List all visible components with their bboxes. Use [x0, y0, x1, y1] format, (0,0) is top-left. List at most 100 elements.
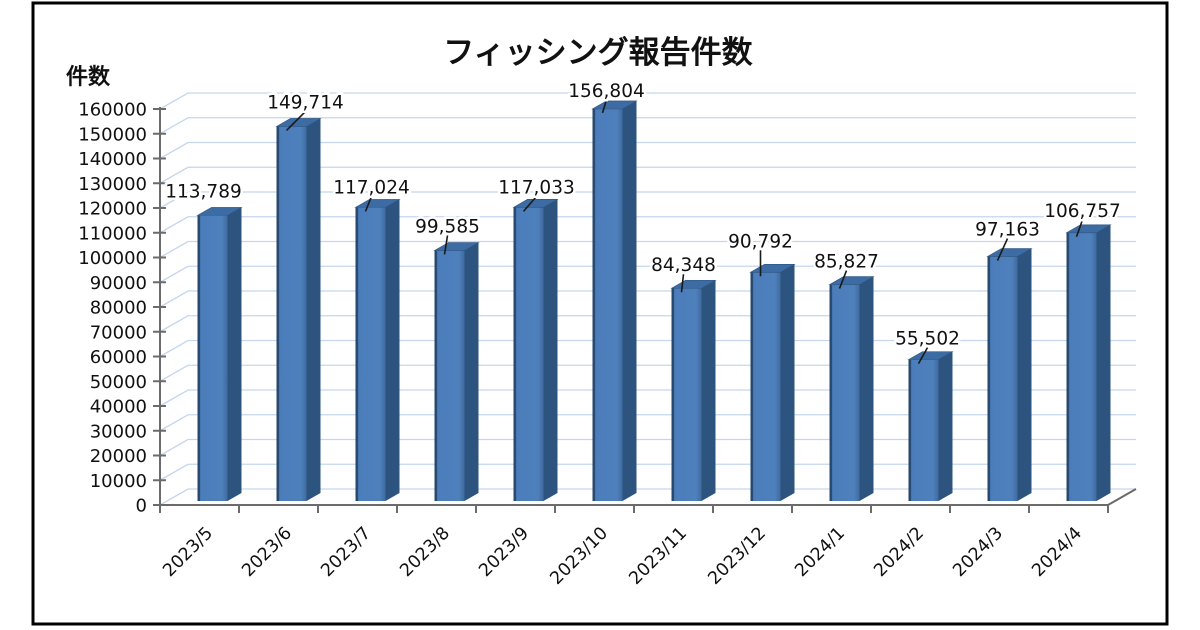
bar [907, 351, 954, 501]
data-label-leader-line [917, 347, 929, 365]
bar-side-face [859, 276, 874, 501]
data-label: 99,585 [415, 217, 480, 238]
bar-front-face [908, 359, 939, 501]
bar-front-face [513, 207, 544, 501]
data-label-leader-line [1075, 219, 1084, 238]
y-tick-label: 150000 [78, 124, 147, 145]
floor-right-edge [1107, 488, 1137, 506]
bar-front-face [987, 256, 1018, 501]
floor-back-edge [159, 488, 1136, 506]
bar-front-face [592, 108, 623, 502]
y-tick-label: 50000 [90, 372, 147, 393]
bar-front-face [355, 207, 386, 501]
data-label-leader-line [996, 238, 1009, 261]
data-label: 85,827 [814, 252, 879, 273]
bar-side-face [464, 242, 479, 501]
data-label: 90,792 [728, 231, 793, 252]
chart-title: フィッシング報告件数 [443, 35, 752, 71]
y-tick-label: 160000 [78, 100, 147, 121]
bar-side-face [1096, 224, 1111, 501]
bar-side-face [780, 264, 795, 501]
bar [433, 242, 480, 501]
y-tick-label: 110000 [78, 223, 147, 244]
bar [670, 279, 717, 501]
y-tick-label: 90000 [90, 273, 147, 294]
gridline [159, 216, 1136, 234]
bar-front-face [1066, 232, 1097, 501]
gridline [159, 166, 1136, 184]
gridline [159, 414, 1136, 432]
gridline [159, 141, 1136, 160]
bar-side-face [385, 199, 400, 501]
gridline [159, 339, 1136, 358]
bar-side-face [622, 100, 637, 502]
bar [749, 263, 796, 501]
bar [196, 207, 243, 501]
y-tick-label: 20000 [90, 446, 147, 467]
data-label-leader-line [601, 99, 608, 114]
data-label-leader-line [522, 195, 538, 212]
y-tick-label: 60000 [90, 347, 147, 368]
gridline [159, 117, 1136, 135]
gridline [159, 463, 1136, 481]
axes-layer [153, 107, 1137, 513]
gridlines-layer [159, 92, 1136, 506]
y-tick-label: 80000 [90, 298, 147, 319]
bar-side-face [701, 280, 716, 501]
bar-side-face [306, 118, 321, 501]
gridline [159, 364, 1136, 382]
y-tick-label: 40000 [90, 397, 147, 418]
gridline [159, 240, 1136, 259]
bar [512, 199, 559, 501]
data-label-leader-line [443, 235, 449, 255]
bar-front-face [276, 126, 307, 501]
gridline [159, 265, 1136, 283]
gridline [159, 315, 1136, 333]
bar [828, 276, 875, 501]
bar-front-face [671, 288, 702, 501]
y-axis-label: 件数 [66, 64, 111, 90]
bar-front-face [434, 250, 465, 501]
bar-front-face [197, 215, 228, 501]
y-tick-label: 120000 [78, 199, 147, 220]
bars-layer [196, 100, 1112, 502]
data-label: 84,348 [651, 255, 716, 276]
data-label: 97,163 [975, 220, 1040, 241]
y-tick-label: 30000 [90, 421, 147, 442]
bar-side-face [1017, 248, 1032, 501]
data-label: 113,789 [165, 181, 242, 202]
data-label-leader-line [838, 270, 848, 289]
bar-front-face [829, 284, 860, 501]
data-label-leader-line [680, 274, 685, 293]
gridline [159, 92, 1136, 110]
gridline [159, 290, 1136, 308]
bar [354, 199, 401, 501]
data-label: 117,024 [333, 177, 410, 198]
data-label-leader-line [364, 196, 373, 212]
y-tick-label: 140000 [78, 149, 147, 170]
bar [986, 248, 1033, 501]
y-tick-label: 10000 [90, 471, 147, 492]
y-tick-label: 70000 [90, 322, 147, 343]
data-label-leader-line [285, 110, 307, 132]
data-label: 149,714 [267, 92, 344, 113]
bar [591, 100, 638, 502]
data-label: 156,804 [568, 81, 645, 102]
data-label: 55,502 [895, 329, 960, 350]
y-tick-label: 130000 [78, 174, 147, 195]
gridline [159, 438, 1136, 457]
y-tick-label: 100000 [78, 248, 147, 269]
bar-side-face [938, 351, 953, 501]
data-label: 117,033 [498, 177, 575, 198]
gridline [159, 389, 1136, 407]
data-label: 106,757 [1044, 201, 1121, 222]
gridline [159, 191, 1136, 209]
bar-side-face [227, 207, 242, 501]
y-tick-label: 0 [136, 496, 147, 517]
bar-front-face [750, 272, 781, 501]
bar [1065, 224, 1112, 501]
bar [275, 118, 322, 501]
